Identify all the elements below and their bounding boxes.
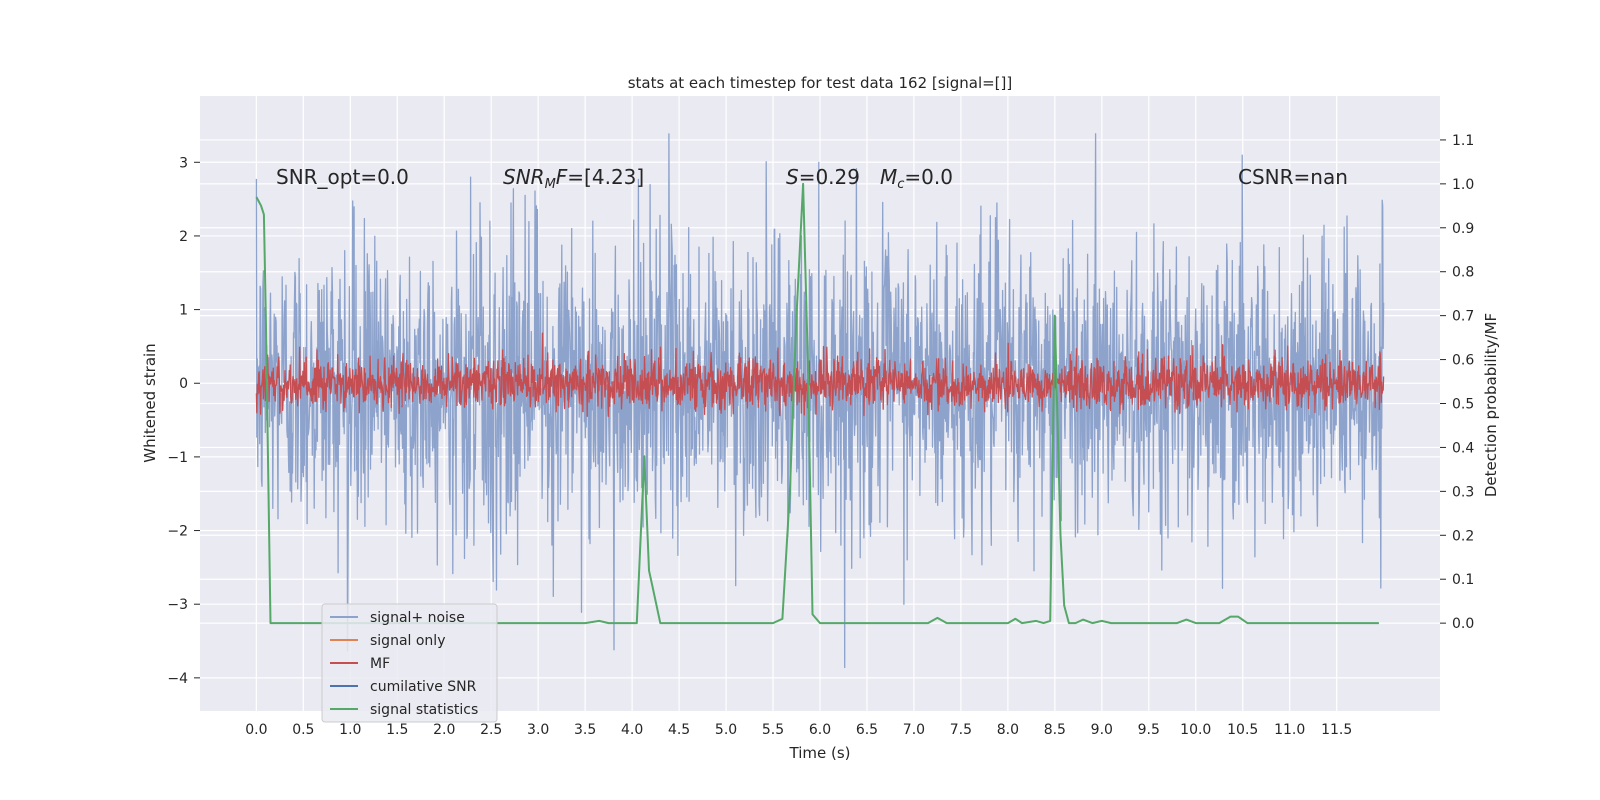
x-tick-label: 6.5 [856,722,878,738]
x-axis-label: Time (s) [789,744,851,762]
mf-series-layer [255,332,1385,417]
x-tick-label: 6.0 [809,722,831,738]
annotation-s: S=0.29 [786,165,860,189]
x-tick-label: 0.5 [292,722,314,738]
annotation-csnr: CSNR=nan [1238,165,1348,189]
x-tick-label: 10.0 [1180,722,1211,738]
x-tick-label: 0.0 [245,722,267,738]
x-tick-label: 11.5 [1321,722,1352,738]
right-y-tick-label: 1.1 [1452,133,1474,149]
right-y-tick-label: 0.9 [1452,221,1474,237]
legend: signal+ noise signal only MF cumilative … [321,603,498,723]
legend-label-signal-noise: signal+ noise [370,610,465,626]
x-tick-label: 7.0 [903,722,925,738]
annotation-snr-opt: SNR_opt=0.0 [276,165,409,189]
x-tick-label: 2.5 [480,722,502,738]
legend-label-signal-statistics: signal statistics [370,702,478,718]
right-y-tick-label: 0.0 [1452,616,1474,632]
right-y-axis-label: Detection probability/MF [1482,313,1500,497]
right-y-tick-label: 0.8 [1452,265,1474,281]
annotation-snr-mf: SNRMF=[4.23] [503,165,644,192]
y-axis-ticks: 3 2 1 0 −1 −2 −3 −4 [167,155,200,687]
chart-title: stats at each timestep for test data 162… [628,74,1013,92]
y-tick-label: 0 [179,376,188,392]
y-tick-label: −3 [167,597,188,613]
y-tick-label: −4 [167,671,188,687]
x-tick-label: 10.5 [1227,722,1258,738]
legend-label-cumilative-snr: cumilative SNR [370,679,477,695]
signal-statistics-layer [255,182,1379,625]
annotation-mc: Mc=0.0 [880,165,953,192]
x-tick-label: 1.5 [386,722,408,738]
y-tick-label: −1 [167,450,188,466]
right-y-tick-label: 0.2 [1452,528,1474,544]
y-tick-label: 3 [179,155,188,171]
x-tick-label: 7.5 [950,722,972,738]
right-y-tick-label: 1.0 [1452,177,1474,193]
right-y-tick-label: 0.7 [1452,309,1474,325]
legend-box [321,603,498,723]
x-tick-label: 9.5 [1138,722,1160,738]
x-tick-label: 5.0 [715,722,737,738]
x-tick-label: 8.5 [1044,722,1066,738]
legend-label-signal-only: signal only [370,633,445,649]
x-tick-label: 9.0 [1091,722,1113,738]
right-y-tick-label: 0.6 [1452,353,1474,369]
right-y-axis-ticks: 1.1 1.0 0.9 0.8 0.7 0.6 0.5 0.4 0.3 0.2 0.1 0.0 [1440,133,1474,632]
x-tick-label: 5.5 [762,722,784,738]
x-axis-ticks: 0.0 0.5 1.0 1.5 2.0 2.5 3.0 3.5 4.0 4.5 5.0 5.5 6.0 6… [245,722,1352,738]
series-line-signal-statistics [255,182,1379,625]
x-tick-label: 1.0 [339,722,361,738]
x-tick-label: 4.0 [621,722,643,738]
x-tick-label: 4.5 [668,722,690,738]
right-y-tick-label: 0.3 [1452,484,1474,500]
right-y-tick-label: 0.1 [1452,572,1474,588]
y-tick-label: −2 [167,524,188,540]
x-tick-label: 3.0 [527,722,549,738]
x-tick-label: 8.0 [997,722,1019,738]
x-tick-label: 11.0 [1274,722,1305,738]
right-y-tick-label: 0.4 [1452,440,1474,456]
x-tick-label: 2.0 [433,722,455,738]
y-tick-label: 2 [179,229,188,245]
series-line-mf [255,332,1385,417]
y-axis-label: Whitened strain [141,343,159,462]
legend-label-mf: MF [370,656,390,672]
right-y-tick-label: 0.5 [1452,397,1474,413]
x-tick-label: 3.5 [574,722,596,738]
y-tick-label: 1 [179,303,188,319]
